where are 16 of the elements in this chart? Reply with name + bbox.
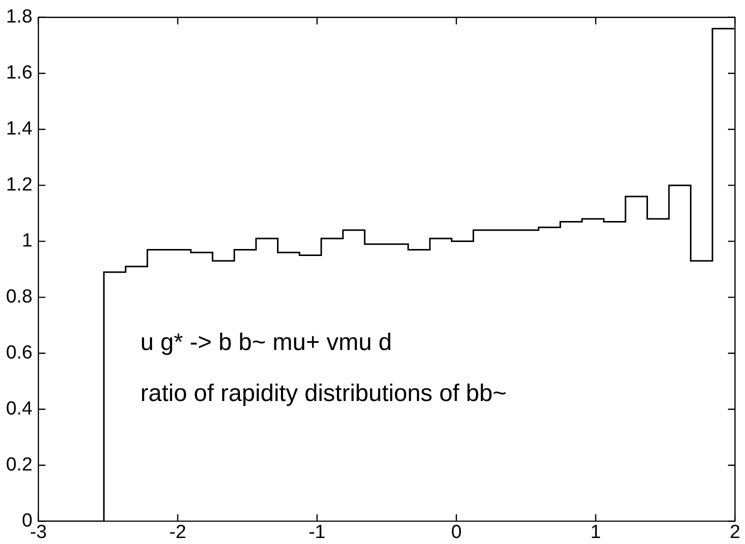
y-tick-label: 1.4 (6, 118, 33, 140)
x-tick-label: 2 (730, 522, 740, 543)
y-tick-label: 1.6 (6, 62, 32, 84)
y-tick-label: 1.8 (6, 6, 32, 28)
x-tick-label: -2 (169, 522, 186, 543)
x-tick-label: -1 (308, 522, 326, 543)
y-tick-label: 1.2 (6, 174, 32, 196)
y-tick-label: 0.8 (6, 286, 32, 308)
y-tick-label: 0.4 (6, 398, 33, 420)
y-tick-label: 0.6 (6, 342, 32, 364)
annotation: ratio of rapidity distributions of bb~ (140, 380, 507, 408)
x-tick-label: 1 (590, 522, 601, 543)
x-tick-label: 0 (451, 522, 462, 543)
y-tick-label: 0.2 (6, 454, 32, 476)
annotation: u g* -> b b~ mu+ vmu d (140, 329, 392, 356)
y-tick-label: 1 (22, 230, 32, 252)
